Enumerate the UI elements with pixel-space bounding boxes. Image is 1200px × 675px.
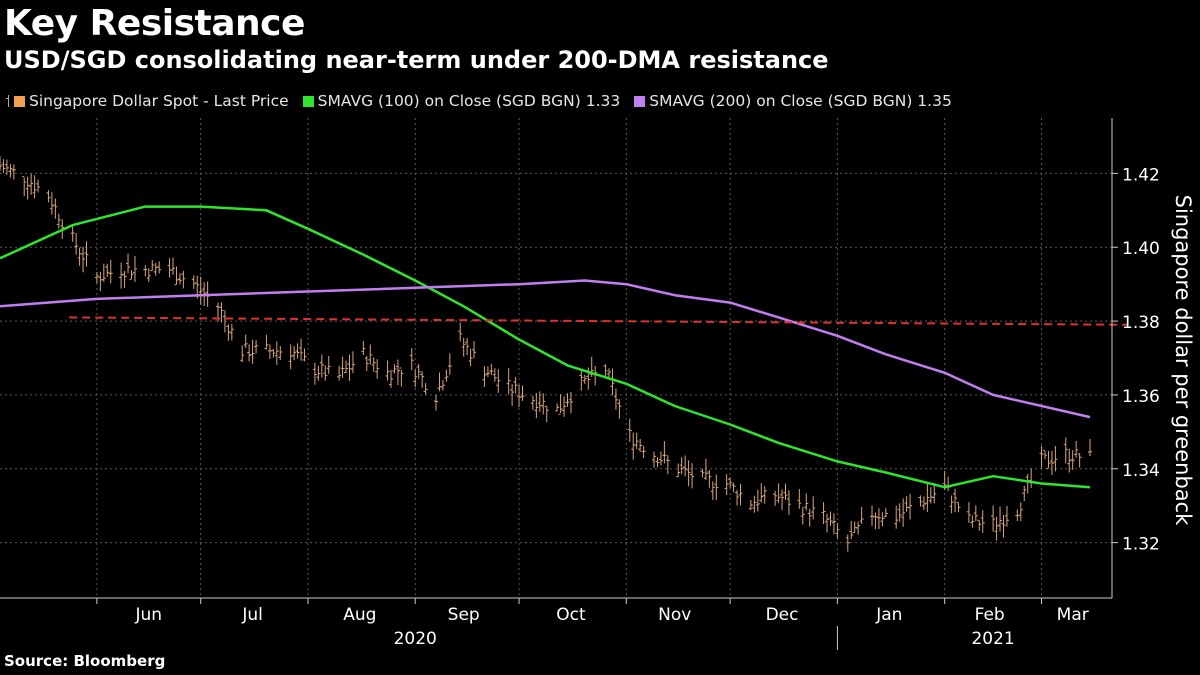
x-tick-label: Dec (766, 605, 799, 625)
y-axis-label: Singapore dollar per greenback (1171, 194, 1195, 526)
chart-title: Key Resistance (4, 3, 305, 44)
y-tick-label: 1.42 (1122, 165, 1160, 185)
legend-swatch-sma100 (302, 95, 314, 107)
axes: 1.32 1.34 1.36 1.38 1.40 1.42 Jun Jul Aug Sep Oct N… (0, 118, 1160, 650)
x-tick-label: Jan (875, 605, 902, 625)
moving-average-lines (0, 205, 1129, 489)
legend-swatch-sma200 (634, 95, 646, 107)
ohlc-bar-icon (6, 95, 12, 107)
x-tick-label: Nov (658, 605, 691, 625)
legend-item-sma100: SMAVG (100) on Close (SGD BGN) 1.33 (302, 92, 621, 110)
resistance-line (69, 316, 1129, 326)
x-tick-label: Sep (448, 605, 480, 625)
legend-item-sma200: SMAVG (200) on Close (SGD BGN) 1.35 (634, 92, 952, 110)
spot-ohlc-series (0, 156, 1092, 552)
source-note: Source: Bloomberg (4, 652, 166, 670)
y-tick-label: 1.32 (1122, 535, 1160, 555)
x-tick-label: Feb (975, 605, 1005, 625)
x-tick-label: Jul (241, 605, 263, 625)
x-year-label: 2021 (971, 629, 1014, 649)
legend-label-sma200: SMAVG (200) on Close (SGD BGN) 1.35 (649, 92, 952, 110)
grid (0, 118, 1112, 598)
x-year-label: 2020 (394, 629, 437, 649)
x-tick-label: Mar (1057, 605, 1089, 625)
legend-label-spot: Singapore Dollar Spot - Last Price (29, 92, 289, 110)
legend: Singapore Dollar Spot - Last Price SMAVG… (6, 90, 966, 112)
y-tick-label: 1.34 (1122, 461, 1160, 481)
y-tick-label: 1.40 (1122, 239, 1160, 259)
y-tick-label: 1.36 (1122, 387, 1160, 407)
x-tick-label: Jun (135, 605, 163, 625)
sma100-line (0, 205, 1091, 489)
sma200-line (0, 279, 1091, 419)
y-tick-label: 1.38 (1122, 313, 1160, 333)
legend-label-sma100: SMAVG (100) on Close (SGD BGN) 1.33 (317, 92, 621, 110)
x-tick-label: Oct (556, 605, 586, 625)
chart-subtitle: USD/SGD consolidating near-term under 20… (4, 46, 829, 74)
legend-swatch-spot (14, 95, 25, 107)
legend-item-spot: Singapore Dollar Spot - Last Price (6, 92, 289, 110)
x-tick-label: Aug (343, 605, 376, 625)
